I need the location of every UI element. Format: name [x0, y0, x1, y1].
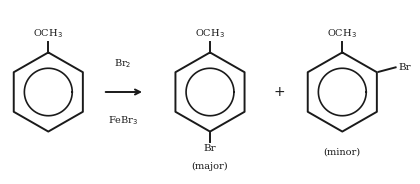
Text: Br: Br: [204, 144, 216, 153]
Text: OCH$_3$: OCH$_3$: [33, 28, 63, 40]
Text: FeBr$_3$: FeBr$_3$: [108, 114, 138, 127]
Text: Br$_2$: Br$_2$: [114, 57, 131, 70]
Text: OCH$_3$: OCH$_3$: [195, 28, 225, 40]
Text: (minor): (minor): [324, 147, 361, 156]
Text: +: +: [273, 85, 285, 99]
Text: Br: Br: [399, 63, 411, 72]
Text: (major): (major): [192, 162, 228, 171]
Text: OCH$_3$: OCH$_3$: [327, 28, 357, 40]
